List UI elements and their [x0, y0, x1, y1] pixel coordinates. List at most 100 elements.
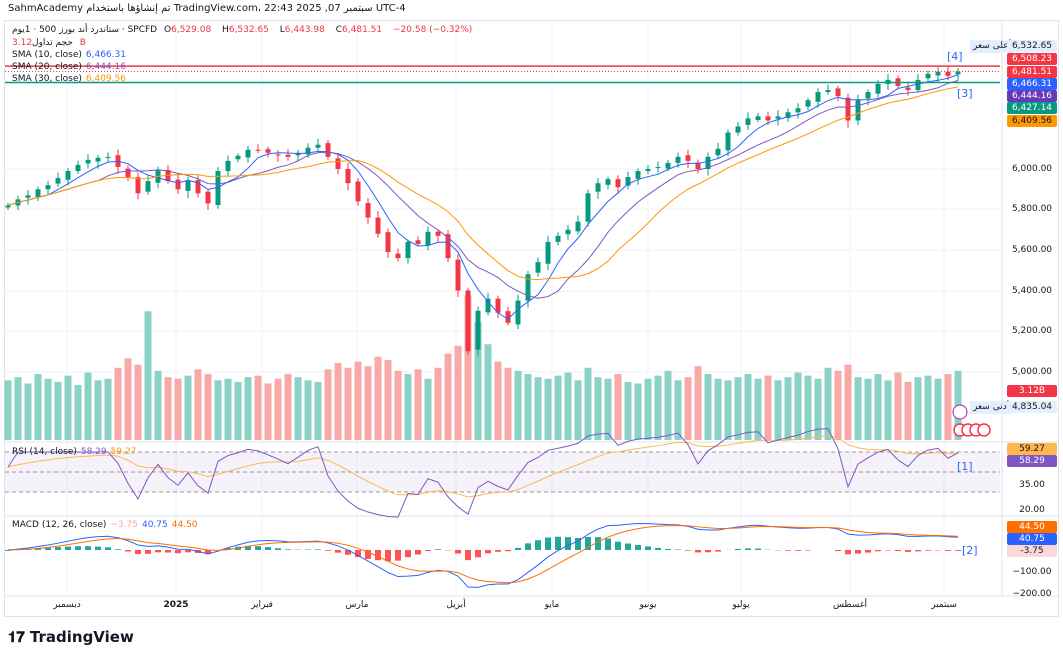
- price-tick: 5,800.00: [1011, 204, 1053, 214]
- macd-histogram-bar: [585, 536, 591, 550]
- sma20-price-label: 6,444.16: [1007, 90, 1057, 102]
- candle-body: [275, 154, 281, 156]
- sma10-value: 6,466.31: [85, 50, 126, 60]
- rsi-legend[interactable]: RSI (14, close) 58.29 59.27: [12, 447, 140, 457]
- rsi-ma-value: 59.27: [110, 447, 137, 457]
- volume-bar: [794, 372, 802, 440]
- candle-body: [875, 83, 881, 94]
- volume-bar: [124, 358, 132, 440]
- volume-bar: [674, 380, 682, 440]
- candle-body: [55, 178, 61, 184]
- high-tag: أعلى سعر: [970, 40, 1015, 53]
- macd-tick: −200.00: [1012, 589, 1052, 599]
- candle-body: [575, 221, 581, 232]
- candle-body: [45, 185, 51, 190]
- volume-bar: [724, 380, 732, 440]
- symbol-name[interactable]: ستاندرد أند بورز 500 · 1يوم · SPCFD: [12, 25, 158, 35]
- red-line-label: 6,508.23: [1007, 53, 1057, 65]
- macd-histogram-bar: [315, 549, 321, 550]
- macd-histogram-bar: [555, 536, 561, 550]
- green-line-label: 6,427.14: [1007, 102, 1057, 114]
- macd-histogram-bar: [535, 540, 541, 550]
- last-price-label: 6,481.51: [1007, 66, 1057, 78]
- candle-body: [935, 71, 941, 76]
- volume-bar: [334, 363, 342, 440]
- macd-histogram-bar: [875, 550, 881, 552]
- macd-histogram-bar: [325, 550, 331, 551]
- volume-bar: [344, 367, 352, 440]
- candle-body: [615, 179, 621, 188]
- macd-histogram-bar: [485, 550, 491, 554]
- rsi-ma-axis-label: 59.27: [1007, 443, 1057, 455]
- sma30-line: [7, 86, 959, 281]
- volume-bar: [444, 353, 452, 440]
- candle-body: [145, 181, 151, 192]
- macd-axis-label: 40.75: [1007, 533, 1057, 545]
- macd-histogram-bar: [905, 550, 911, 552]
- candle-body: [725, 132, 731, 151]
- volume-bar: [264, 383, 272, 440]
- candle-body: [445, 234, 451, 259]
- rsi-label: RSI (14, close): [12, 447, 77, 457]
- candle-body: [85, 159, 91, 164]
- candle-body: [475, 310, 481, 350]
- volume-bar: [144, 311, 152, 440]
- sma30-legend[interactable]: SMA (30, close) 6,409.56: [12, 74, 130, 84]
- candle-body: [315, 144, 321, 148]
- candle-body: [405, 241, 411, 259]
- macd-histogram-bar: [135, 550, 141, 555]
- macd-histogram-bar: [185, 550, 191, 553]
- volume-bar: [454, 345, 462, 440]
- macd-histogram-bar: [335, 550, 341, 553]
- sma10-legend[interactable]: SMA (10, close) 6,466.31: [12, 50, 130, 60]
- candle-body: [285, 154, 291, 157]
- logo-icon: 𝟏𝟕: [8, 628, 30, 646]
- x-tick: فبراير: [251, 600, 273, 610]
- price-tick: 5,000.00: [1011, 367, 1053, 377]
- volume-bar: [594, 377, 602, 440]
- macd-histogram-bar: [355, 550, 361, 558]
- volume-bar: [294, 377, 302, 440]
- sma20-legend[interactable]: SMA (20, close) 6,444.16: [12, 62, 130, 72]
- candle-body: [715, 148, 721, 156]
- candle-body: [35, 189, 41, 197]
- candle-body: [915, 79, 921, 91]
- volume-bar: [624, 381, 632, 440]
- volume-bar: [774, 380, 782, 440]
- candle-body: [735, 126, 741, 133]
- candle-body: [625, 177, 631, 186]
- candle-body: [645, 169, 651, 172]
- price-tick: 6,000.00: [1011, 164, 1053, 174]
- volume-bar: [224, 378, 232, 440]
- volume-bar: [254, 375, 262, 440]
- volume-bar: [844, 364, 852, 440]
- macd-histogram-bar: [75, 546, 81, 550]
- volume-bar: [744, 374, 752, 440]
- volume-bar: [544, 378, 552, 440]
- volume-bar: [754, 378, 762, 440]
- macd-histogram-bar: [475, 550, 481, 558]
- us-flag-event-icon: [977, 423, 991, 437]
- volume-bar: [764, 375, 772, 440]
- candle-body: [355, 181, 361, 202]
- volume-bar: [554, 375, 562, 440]
- candle-body: [125, 168, 131, 178]
- volume-bar: [214, 380, 222, 440]
- candle-body: [175, 179, 181, 190]
- x-tick: مايو: [544, 600, 560, 610]
- macd-histogram-bar: [525, 543, 531, 550]
- high-price-label: 6,532.65: [1007, 40, 1057, 52]
- volume-bar: [14, 377, 22, 440]
- l-label: L: [279, 25, 285, 35]
- macd-histogram-bar: [635, 544, 641, 550]
- macd-histogram-bar: [605, 538, 611, 550]
- macd-legend[interactable]: MACD (12, 26, close) −3.75 40.75 44.50: [12, 520, 202, 530]
- candle-body: [505, 311, 511, 323]
- annotation-1: [1]: [957, 460, 973, 473]
- macd-histogram-bar: [435, 549, 441, 550]
- candle-body: [5, 205, 11, 208]
- tradingview-logo[interactable]: 𝟏𝟕 TradingView: [8, 628, 134, 646]
- macd-signal-value: 44.50: [171, 520, 198, 530]
- volume-bar: [234, 381, 242, 440]
